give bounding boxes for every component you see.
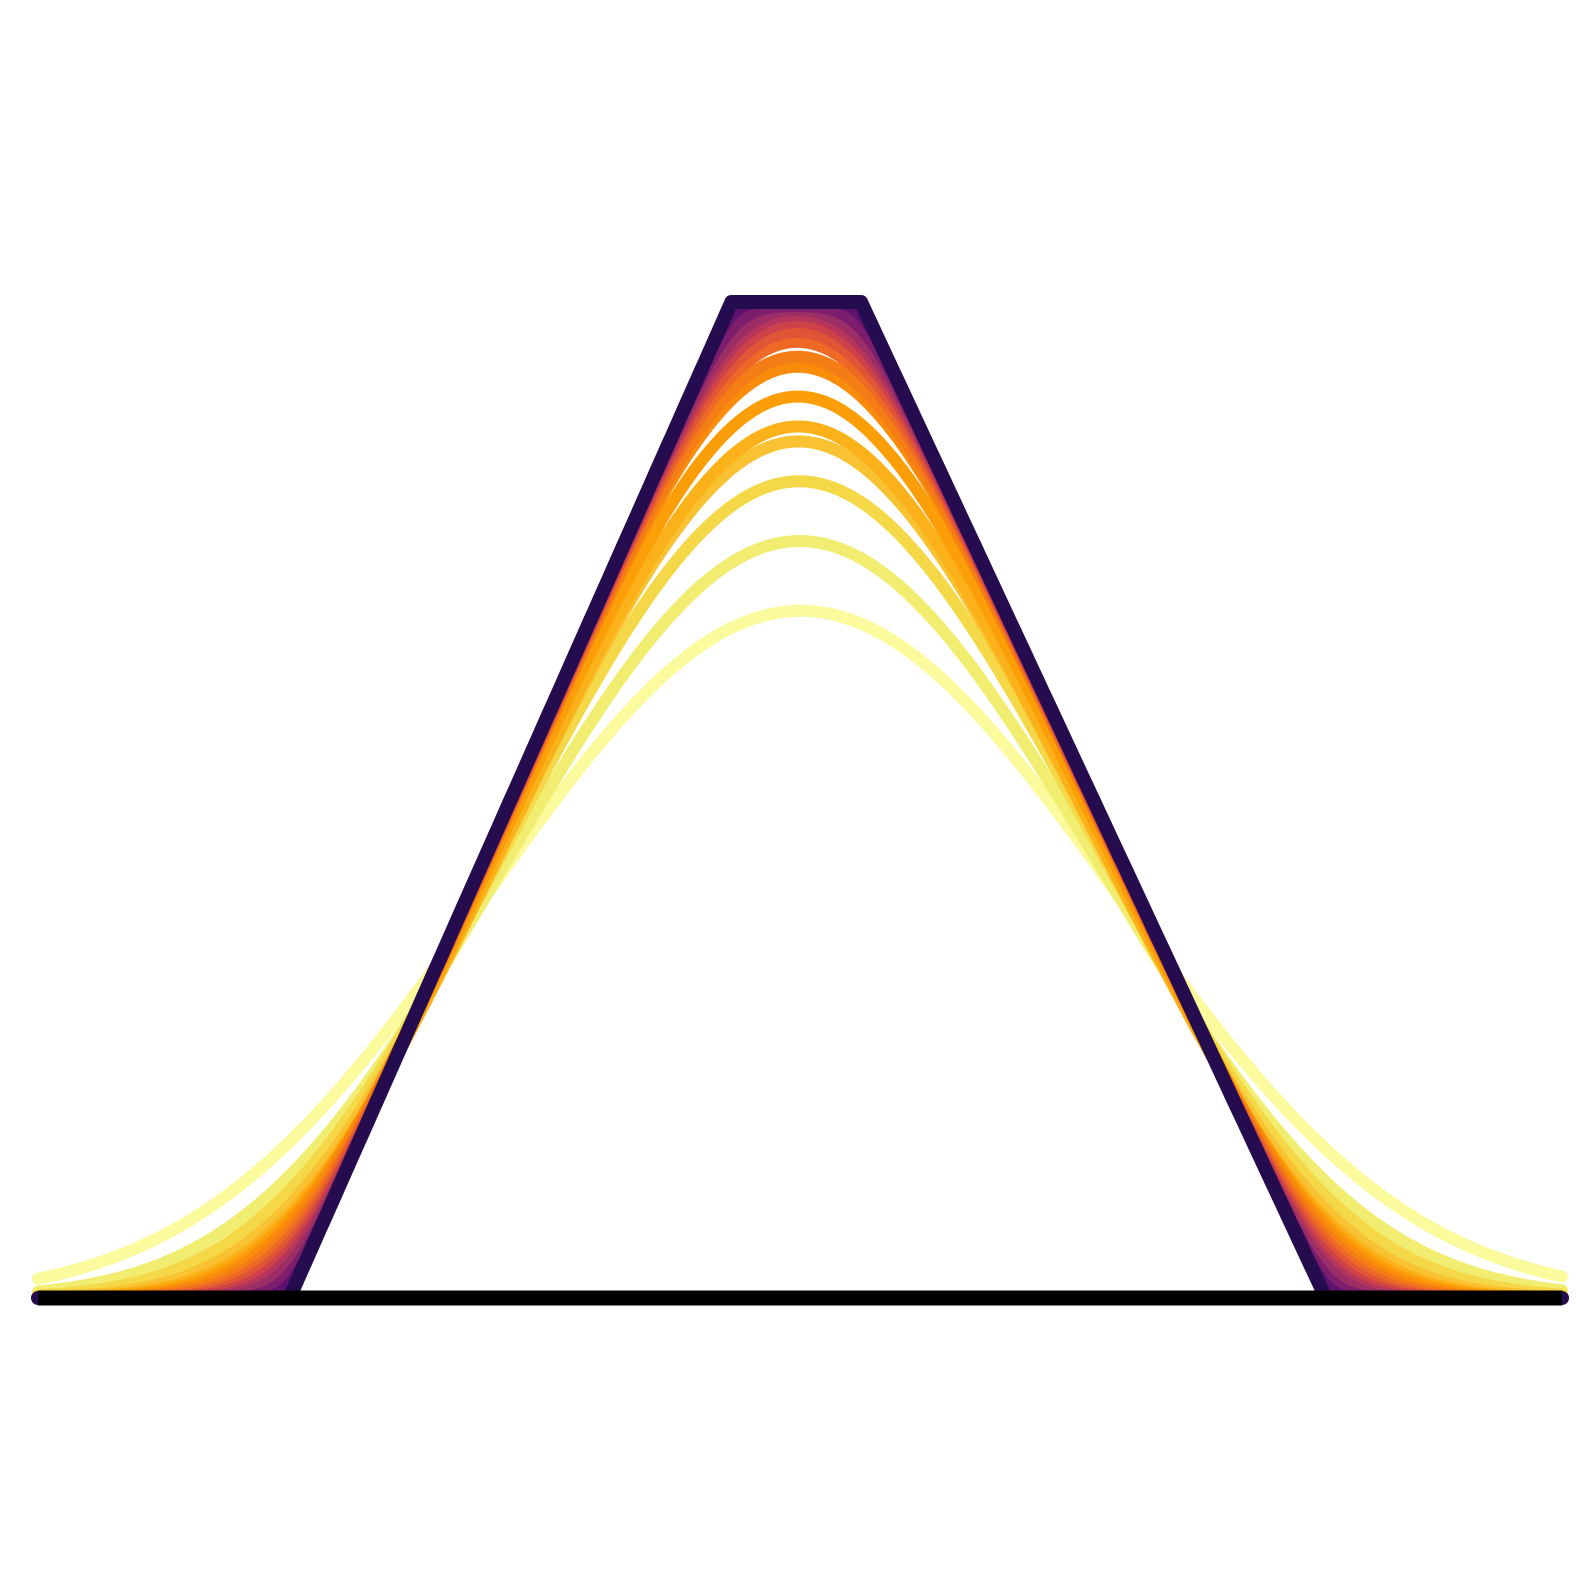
series-line-1 — [32, 604, 1568, 1285]
series-layer — [31, 295, 1569, 1305]
series-line-2 — [32, 535, 1568, 1298]
series-line-3 — [32, 475, 1568, 1302]
